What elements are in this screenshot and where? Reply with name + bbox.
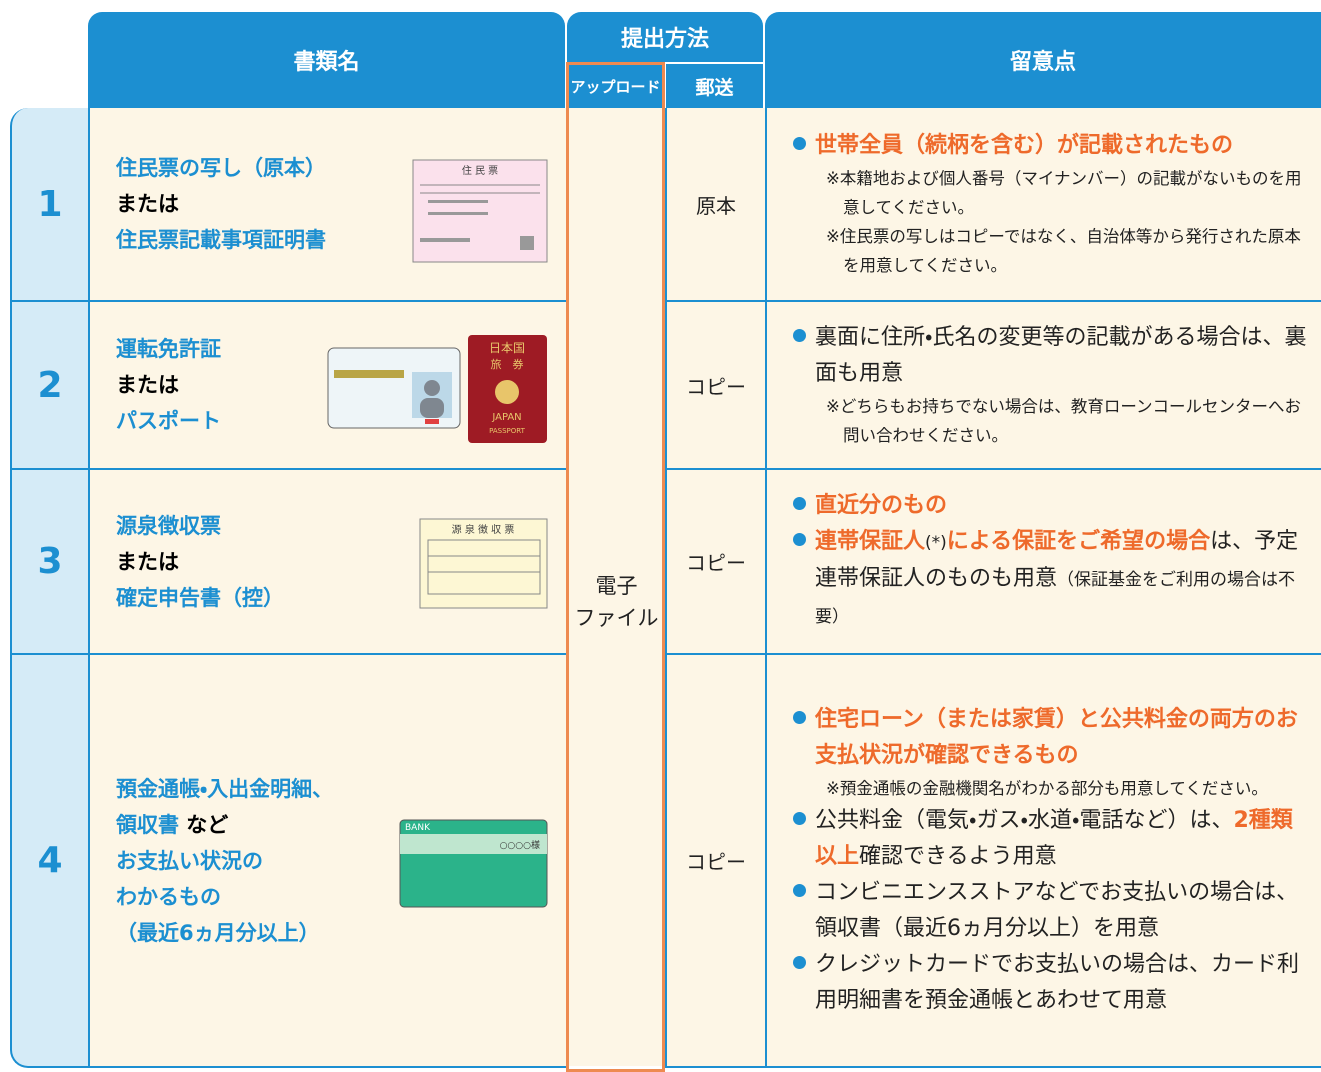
note-text: 公共料金（電気・ガス・水道・電話など）は、 [815,808,1234,833]
note-bullet: 住宅ローン（または家賃）と公共料金の両方のお支払状況が確認できるもの [793,702,1307,774]
document-line: または [116,186,566,222]
note-text: (*) [925,533,947,553]
header-text: 書類名 [293,50,360,75]
document-text: パスポート [116,409,221,433]
document-text: 住民票記載事項証明書 [116,228,326,252]
note-text: コンビニエンスストアなどでお支払いの場合は、領収書（最近6ヵ月分以上）を用意 [815,880,1299,941]
note-remark: ※どちらもお持ちでない場合は、教育ローンコールセンターへお問い合わせください。 [793,392,1307,450]
document-text: （最近6ヵ月分以上） [116,920,320,945]
note-bullet: 公共料金（電気・ガス・水道・電話など）は、2種類以上確認できるよう用意 [793,803,1307,875]
document-cell: 運転免許証またはパスポート [88,302,566,470]
note-text: ※預金通帳の金融機関名がわかる部分も用意してください。 [826,779,1268,798]
row-number-text: 2 [37,364,63,406]
document-line: わかるもの [116,879,566,915]
note-bullet: コンビニエンスストアなどでお支払いの場合は、領収書（最近6ヵ月分以上）を用意 [793,875,1307,947]
document-text: 預金通帳・入出金明細、 [116,776,334,801]
document-cell: 源泉徴収票または確定申告書（控） [88,470,566,655]
note-text: ※本籍地および個人番号（マイナンバー）の記載がないものを用意してください。 [826,169,1302,217]
note-remark: ※本籍地および個人番号（マイナンバー）の記載がないものを用意してください。 [793,164,1307,222]
document-text: わかるもの [116,884,221,909]
upload-frame [566,62,665,1072]
row-number: 4 [10,655,88,1068]
document-text: 領収書 [116,812,179,837]
mail-cell: 原本 [665,108,765,302]
header-mail: 郵送 [666,64,763,108]
document-line: 源泉徴収票 [116,508,566,544]
document-line: 預金通帳・入出金明細、 [116,771,566,807]
notes-cell: 直近分のもの 連帯保証人(*)による保証をご希望の場合は、予定連帯保証人のものも用… [765,470,1321,655]
row-number: 2 [10,302,88,470]
document-text: 確定申告書（控） [116,585,284,610]
note-text: 裏面に住所・氏名の変更等の記載がある場合は、裏面も用意 [815,325,1307,386]
note-bullet: クレジットカードでお支払いの場合は、カード利用明細書を預金通帳とあわせて用意 [793,947,1307,1019]
document-line: 住民票の写し（原本） [116,150,566,186]
document-text: お支払い状況の [116,848,263,873]
note-text: ※住民票の写しはコピーではなく、自治体等から発行された原本を用意してください。 [826,227,1301,275]
header-text: 郵送 [695,76,734,99]
document-line: 住民票記載事項証明書 [116,222,566,258]
document-text: 源泉徴収票 [116,513,221,538]
document-text: 運転免許証 [116,337,221,361]
header-document-name: 書類名 [88,12,565,108]
note-remark: ※預金通帳の金融機関名がわかる部分も用意してください。 [793,774,1307,803]
header-text: アップロード [570,77,661,96]
note-text: クレジットカードでお支払いの場合は、カード利用明細書を預金通帳とあわせて用意 [815,952,1300,1013]
header-notes: 留意点 [765,12,1321,108]
note-text: 2種類以上 [815,808,1293,869]
document-line: 確定申告書（控） [116,580,566,616]
note-text: 住宅ローン（または家賃）と公共料金の両方のお支払状況が確認できるもの [815,707,1298,768]
note-text: 確認できるよう用意 [859,844,1057,869]
mail-text: 原本 [696,193,736,218]
document-text: または [116,549,179,574]
note-text: （保証基金をご利用の場合は不要） [815,570,1296,627]
document-text: または [116,192,179,216]
document-text: など [179,812,229,837]
document-line: （最近6ヵ月分以上） [116,915,566,951]
row-number: 1 [10,108,88,302]
document-text: または [116,373,179,397]
note-bullet: 直近分のもの [793,488,1307,524]
note-bullet: 裏面に住所・氏名の変更等の記載がある場合は、裏面も用意 [793,320,1307,392]
document-line: 運転免許証 [116,331,566,367]
note-text: 直近分のもの [815,493,948,518]
note-text: 連帯保証人 [815,529,926,554]
document-line: または [116,544,566,580]
mail-text: コピー [686,850,746,874]
mail-text: コピー [686,374,746,399]
header-upload: アップロード [567,64,664,108]
mail-cell: コピー [665,470,765,655]
document-line: お支払い状況の [116,843,566,879]
document-text: 住民票の写し（原本） [116,156,326,180]
row-number-text: 3 [37,541,63,582]
row-number: 3 [10,470,88,655]
notes-cell: 裏面に住所・氏名の変更等の記載がある場合は、裏面も用意 ※どちらもお持ちでない場合… [765,302,1321,470]
notes-cell: 住宅ローン（または家賃）と公共料金の両方のお支払状況が確認できるもの ※預金通帳の… [765,655,1321,1068]
mail-cell: コピー [665,655,765,1068]
note-text: は、予定連帯保証人のものも用意 [815,529,1299,591]
document-line: 領収書 など [116,807,566,843]
document-line: パスポート [116,403,566,439]
upload-text: ファイル [574,606,659,630]
header-submission-method: 提出方法 [567,12,763,62]
mail-cell: コピー [665,302,765,470]
row-number-text: 4 [37,840,63,881]
note-text: による保証をご希望の場合 [946,529,1211,554]
document-cell: 預金通帳・入出金明細、 領収書 など お支払い状況の わかるもの （最近6ヵ月分以上） [88,655,566,1068]
notes-cell: 世帯全員（続柄を含む）が記載されたもの ※本籍地および個人番号（マイナンバー）の記… [765,108,1321,302]
header-text: 留意点 [1009,50,1076,75]
note-text: ※どちらもお持ちでない場合は、教育ローンコールセンターへお問い合わせください。 [826,397,1302,445]
document-cell: 住民票の写し（原本） または住民票記載事項証明書 [88,108,566,302]
note-text: 世帯全員（続柄を含む）が記載されたもの [815,133,1234,158]
note-bullet: 連帯保証人(*)による保証をご希望の場合は、予定連帯保証人のものも用意（保証基金… [793,524,1307,635]
row-number-text: 1 [37,183,63,225]
note-bullet: 世帯全員（続柄を含む）が記載されたもの [793,128,1307,164]
header-text: 提出方法 [620,27,709,52]
mail-text: コピー [686,551,746,575]
document-line: または [116,367,566,403]
upload-text: 電子 [595,574,638,598]
note-remark: ※住民票の写しはコピーではなく、自治体等から発行された原本を用意してください。 [793,222,1307,280]
